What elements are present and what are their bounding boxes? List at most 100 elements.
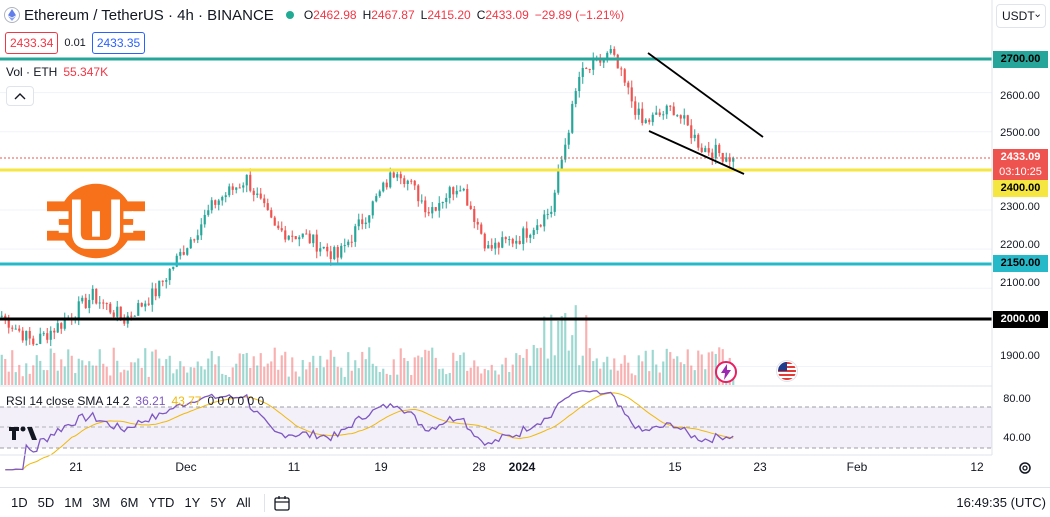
candle <box>518 235 521 245</box>
range-button-ytd[interactable]: YTD <box>148 495 175 510</box>
trendline-upper[interactable] <box>647 52 764 138</box>
price-tick: 2200.00 <box>1000 239 1040 251</box>
candle <box>522 226 525 251</box>
candle <box>494 238 497 255</box>
volume-bar <box>347 352 350 385</box>
candle <box>21 327 24 343</box>
candle <box>109 302 112 315</box>
candle-body <box>462 188 465 191</box>
volume-bar <box>595 358 598 385</box>
gear-icon[interactable] <box>1017 460 1033 476</box>
collapse-legend-button[interactable] <box>6 86 34 106</box>
symbol-title[interactable]: Ethereum / TetherUS · 4h · BINANCE <box>24 6 274 24</box>
candle-body <box>725 157 728 162</box>
range-button-1y[interactable]: 1Y <box>184 495 201 510</box>
volume-bar <box>126 370 129 385</box>
candle-body <box>648 119 651 123</box>
candle-body <box>350 241 353 243</box>
price-label-2700: 2700.00 <box>993 51 1048 68</box>
candle-body <box>109 303 112 313</box>
candle <box>406 179 409 191</box>
volume-bar <box>529 365 532 385</box>
calendar-goto-icon[interactable] <box>273 494 291 512</box>
volume-bar <box>158 358 161 385</box>
candle-body <box>718 144 721 154</box>
volume-bar <box>550 314 553 385</box>
candle-body <box>525 228 528 238</box>
volume-bar <box>116 360 119 385</box>
volume-bar <box>112 347 115 385</box>
range-button-6m[interactable]: 6M <box>120 495 139 510</box>
candle-body <box>168 268 171 281</box>
tradingview-logo-icon[interactable] <box>8 424 42 442</box>
range-button-5d[interactable]: 5D <box>37 495 55 510</box>
candle-body <box>441 202 444 204</box>
volume-bar <box>32 365 35 385</box>
range-button-1m[interactable]: 1M <box>64 495 83 510</box>
candle-body <box>651 114 654 123</box>
buy-price-button[interactable]: 2433.35 <box>91 32 146 54</box>
candle-body <box>424 200 427 213</box>
candle <box>63 312 66 331</box>
volume-legend[interactable]: Vol · ETH 55.347K <box>6 65 109 79</box>
rsi-legend[interactable]: RSI 14 close SMA 14 2 36.21 43.77 0 0 0 … <box>6 394 265 408</box>
candle <box>707 142 710 156</box>
candle <box>445 193 448 209</box>
candle <box>277 221 280 230</box>
volume-bar <box>578 365 581 385</box>
candle <box>714 138 717 165</box>
volume-bar <box>263 366 266 385</box>
candle-body <box>683 115 686 119</box>
candle-body <box>221 196 224 201</box>
candle-body <box>693 134 696 139</box>
range-button-all[interactable]: All <box>236 495 251 510</box>
range-button-5y[interactable]: 5Y <box>210 495 227 510</box>
candle-body <box>245 174 248 186</box>
candle-body <box>56 323 59 333</box>
candle <box>147 297 150 306</box>
candle-body <box>490 245 493 249</box>
range-button-1d[interactable]: 1D <box>11 495 28 510</box>
candle-body <box>679 115 682 119</box>
candle-body <box>280 228 283 231</box>
candle-body <box>175 255 178 267</box>
candle-body <box>25 330 28 341</box>
candle-body <box>98 302 101 304</box>
volume-bar <box>186 372 189 385</box>
candle <box>438 196 441 218</box>
volume-bar <box>592 361 595 385</box>
candle <box>585 67 588 70</box>
currency-select[interactable]: USDT <box>996 4 1046 28</box>
flash-event-icon[interactable] <box>714 360 738 384</box>
utc-clock[interactable]: 16:49:35 (UTC) <box>956 495 1046 510</box>
candle <box>620 66 623 77</box>
candle <box>553 189 556 216</box>
candle <box>301 233 304 239</box>
candle <box>102 299 105 310</box>
volume-bar <box>53 352 56 385</box>
sell-price-button[interactable]: 2433.34 <box>5 32 59 54</box>
candle-body <box>270 210 273 218</box>
range-button-3m[interactable]: 3M <box>92 495 111 510</box>
trendline-lower[interactable] <box>648 130 745 175</box>
candle <box>361 213 364 230</box>
candle <box>637 102 640 120</box>
candle <box>704 145 707 153</box>
candle <box>81 295 84 304</box>
candle-body <box>193 239 196 241</box>
candle <box>641 102 644 126</box>
candle-body <box>203 214 206 225</box>
volume-bar <box>273 347 276 385</box>
candle <box>648 118 651 125</box>
candle <box>683 108 686 125</box>
candle <box>88 294 91 314</box>
volume-bar <box>130 362 133 385</box>
volume-bar <box>476 366 479 385</box>
candle <box>140 302 143 308</box>
volume-bar <box>67 349 70 385</box>
candle <box>210 197 213 214</box>
us-flag-icon[interactable] <box>776 360 798 382</box>
candle <box>368 215 371 229</box>
volume-bar <box>385 373 388 385</box>
